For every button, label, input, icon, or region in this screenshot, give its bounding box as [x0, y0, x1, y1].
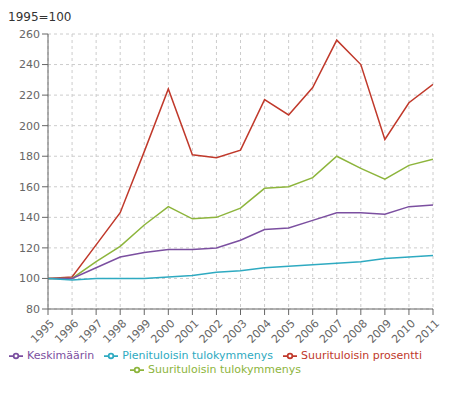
svg-text:1995: 1995: [28, 317, 57, 346]
html-text:Pienituloisin tulokymmenys: Pienituloisin tulokymmenys: [122, 349, 273, 362]
svg-text:120: 120: [19, 242, 40, 255]
html-text:Suurituloisin prosentti: Suurituloisin prosentti: [301, 349, 422, 362]
svg-text:2011: 2011: [413, 317, 442, 346]
html-text:Suurituloisin tulokymmenys: Suurituloisin tulokymmenys: [148, 363, 301, 376]
svg-text:260: 260: [19, 28, 40, 41]
svg-text:2007: 2007: [317, 317, 346, 346]
svg-text:2003: 2003: [221, 317, 250, 346]
svg-text:200: 200: [19, 120, 40, 133]
svg-text:2000: 2000: [149, 317, 178, 346]
svg-text:240: 240: [19, 58, 40, 71]
svg-text:1999: 1999: [124, 317, 153, 346]
html-text:1995=100: 1995=100: [8, 10, 72, 24]
svg-text:2010: 2010: [389, 317, 418, 346]
svg-text:2001: 2001: [173, 317, 202, 346]
svg-text:2005: 2005: [269, 317, 298, 346]
svg-text:2008: 2008: [341, 317, 370, 346]
svg-text:2009: 2009: [365, 317, 394, 346]
svg-text:1997: 1997: [76, 317, 105, 346]
svg-text:1998: 1998: [100, 317, 129, 346]
svg-text:80: 80: [26, 303, 40, 316]
svg-text:140: 140: [19, 211, 40, 224]
svg-text:220: 220: [19, 89, 40, 102]
svg-text:2004: 2004: [245, 317, 274, 346]
svg-text:1996: 1996: [52, 317, 81, 346]
svg-text:160: 160: [19, 181, 40, 194]
svg-text:180: 180: [19, 150, 40, 163]
svg-text:100: 100: [19, 272, 40, 285]
svg-text:2002: 2002: [197, 317, 226, 346]
html-text:Keskimäärin: Keskimäärin: [27, 349, 95, 362]
svg-text:2006: 2006: [293, 317, 322, 346]
